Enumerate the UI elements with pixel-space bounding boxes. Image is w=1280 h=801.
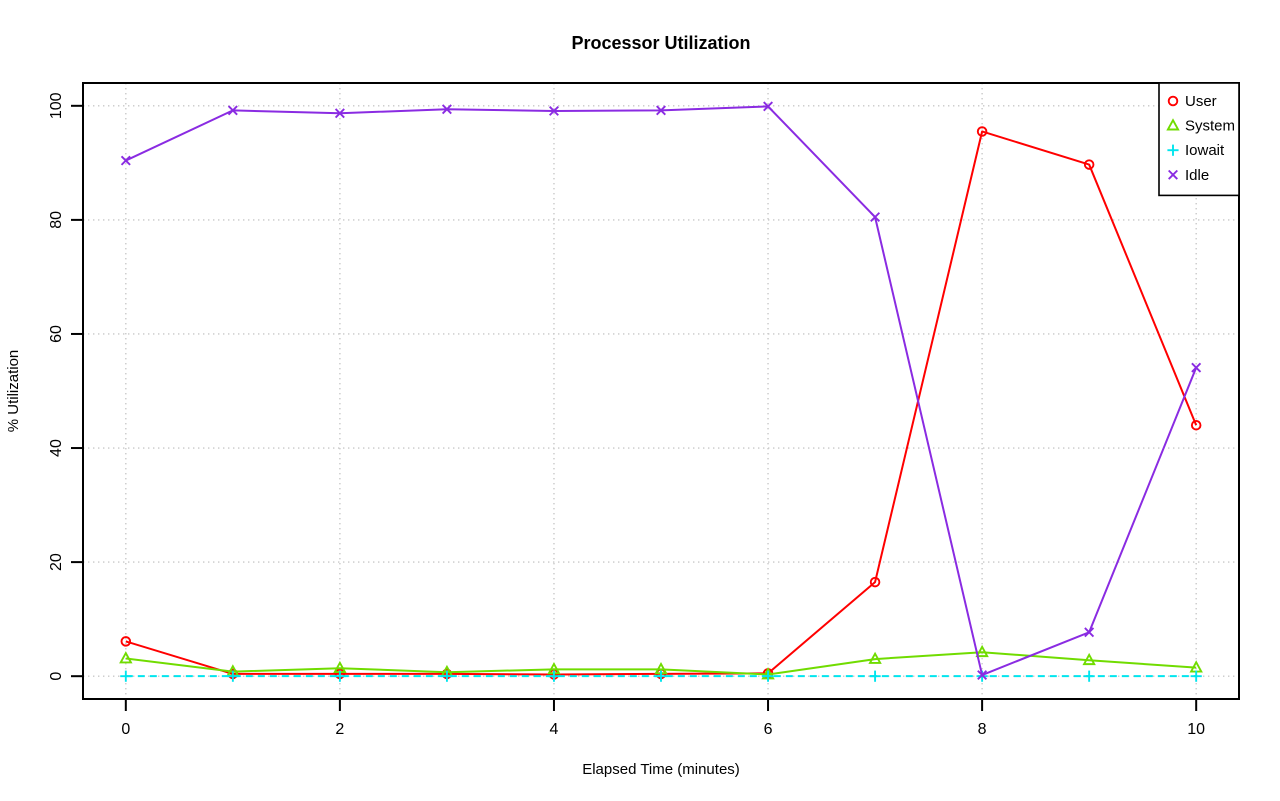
series-iowait — [120, 670, 1202, 682]
legend: User System Iowait Idle — [1158, 82, 1240, 197]
x-marker — [548, 105, 559, 116]
triangle-marker — [975, 644, 989, 658]
legend-label: Idle — [1185, 167, 1209, 184]
legend-label: Iowait — [1185, 142, 1225, 159]
x-marker — [870, 212, 881, 223]
legend-item-system: System — [1166, 118, 1235, 135]
series-idle — [120, 101, 1202, 681]
y-tick-label: 100 — [48, 92, 65, 119]
x-marker — [1168, 169, 1178, 180]
x-marker — [977, 670, 988, 681]
legend-label: User — [1185, 93, 1217, 110]
y-tick-label: 40 — [48, 439, 65, 457]
y-axis-label: % Utilization — [5, 350, 22, 433]
plot-border — [82, 82, 1240, 700]
circle-marker — [1190, 419, 1202, 431]
y-axis: 0 20 40 60 80 100 — [48, 92, 83, 681]
circle-marker — [120, 636, 132, 647]
circle-marker — [976, 126, 988, 137]
x-tick-label: 4 — [550, 721, 559, 738]
circle-marker — [869, 576, 881, 588]
triangle-marker — [1166, 118, 1180, 131]
x-axis-label: Elapsed Time (minutes) — [582, 761, 740, 778]
legend-item-user: User — [1167, 93, 1217, 110]
series-line-system — [125, 651, 1197, 676]
x-marker — [1191, 362, 1202, 373]
chart-title: Processor Utilization — [571, 33, 750, 53]
triangle-marker — [1082, 652, 1096, 666]
x-marker — [763, 101, 774, 112]
x-tick-label: 6 — [764, 721, 773, 738]
x-marker — [441, 104, 452, 115]
x-tick-label: 8 — [978, 721, 987, 738]
x-marker — [334, 108, 345, 119]
legend-item-idle: Idle — [1168, 167, 1209, 184]
y-tick-label: 80 — [48, 211, 65, 229]
circle-marker — [1167, 95, 1179, 107]
circle-marker — [1083, 159, 1095, 170]
legend-label: System — [1185, 118, 1235, 135]
y-tick-label: 0 — [48, 672, 65, 681]
x-axis: 0 2 4 6 8 10 — [121, 699, 1205, 738]
x-tick-label: 2 — [335, 721, 344, 738]
x-marker — [227, 105, 238, 116]
triangle-marker — [119, 651, 133, 664]
legend-item-iowait: Iowait — [1167, 142, 1225, 159]
triangle-marker — [868, 651, 882, 664]
x-marker — [656, 105, 666, 116]
y-tick-label: 60 — [48, 325, 65, 343]
y-tick-label: 20 — [48, 553, 65, 571]
x-marker — [1084, 627, 1095, 638]
x-marker — [120, 155, 131, 166]
x-tick-label: 0 — [121, 721, 130, 738]
x-tick-label: 10 — [1187, 721, 1205, 738]
